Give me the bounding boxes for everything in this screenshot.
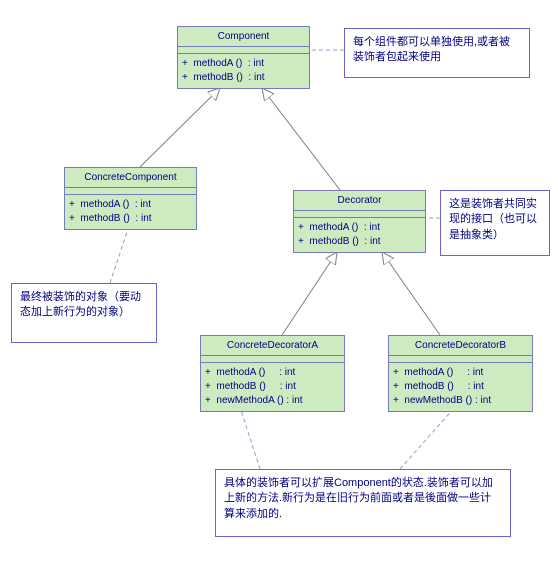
note-component: 每个组件都可以单独使用,或者被装饰者包起来使用: [344, 28, 530, 78]
note-concrete-component: 最终被装饰的对象（要动态加上新行为的对象）: [11, 283, 157, 343]
class-concrete-component: ConcreteComponent + methodA () : int + m…: [64, 167, 197, 230]
class-concrete-decorator-b: ConcreteDecoratorB + methodA () : int + …: [388, 335, 533, 412]
class-title: ConcreteDecoratorA: [201, 336, 344, 356]
class-spacer: [65, 188, 196, 195]
note-text: 最终被装饰的对象（要动态加上新行为的对象）: [20, 291, 141, 318]
note-text: 具体的装饰者可以扩展Component的状态.装饰者可以加上新的方法.新行为是在…: [224, 477, 493, 520]
note-concrete-decorators: 具体的装饰者可以扩展Component的状态.装饰者可以加上新的方法.新行为是在…: [215, 469, 511, 537]
class-methods: + methodA () : int + methodB () : int: [178, 54, 309, 88]
class-spacer: [389, 356, 532, 363]
class-decorator: Decorator + methodA () : int + methodB (…: [293, 190, 426, 253]
class-title: Decorator: [294, 191, 425, 211]
class-title: ConcreteDecoratorB: [389, 336, 532, 356]
class-concrete-decorator-a: ConcreteDecoratorA + methodA () : int + …: [200, 335, 345, 412]
note-decorator: 这是装饰者共同实现的接口（也可以是抽象类）: [440, 190, 550, 256]
class-spacer: [294, 211, 425, 218]
class-spacer: [178, 47, 309, 54]
class-methods: + methodA () : int + methodB () : int + …: [201, 363, 344, 411]
class-title: ConcreteComponent: [65, 168, 196, 188]
class-methods: + methodA () : int + methodB () : int: [65, 195, 196, 229]
class-methods: + methodA () : int + methodB () : int: [294, 218, 425, 252]
class-spacer: [201, 356, 344, 363]
class-methods: + methodA () : int + methodB () : int + …: [389, 363, 532, 411]
class-component: Component + methodA () : int + methodB (…: [177, 26, 310, 89]
class-title: Component: [178, 27, 309, 47]
note-text: 这是装饰者共同实现的接口（也可以是抽象类）: [449, 198, 537, 241]
note-text: 每个组件都可以单独使用,或者被装饰者包起来使用: [353, 36, 510, 63]
